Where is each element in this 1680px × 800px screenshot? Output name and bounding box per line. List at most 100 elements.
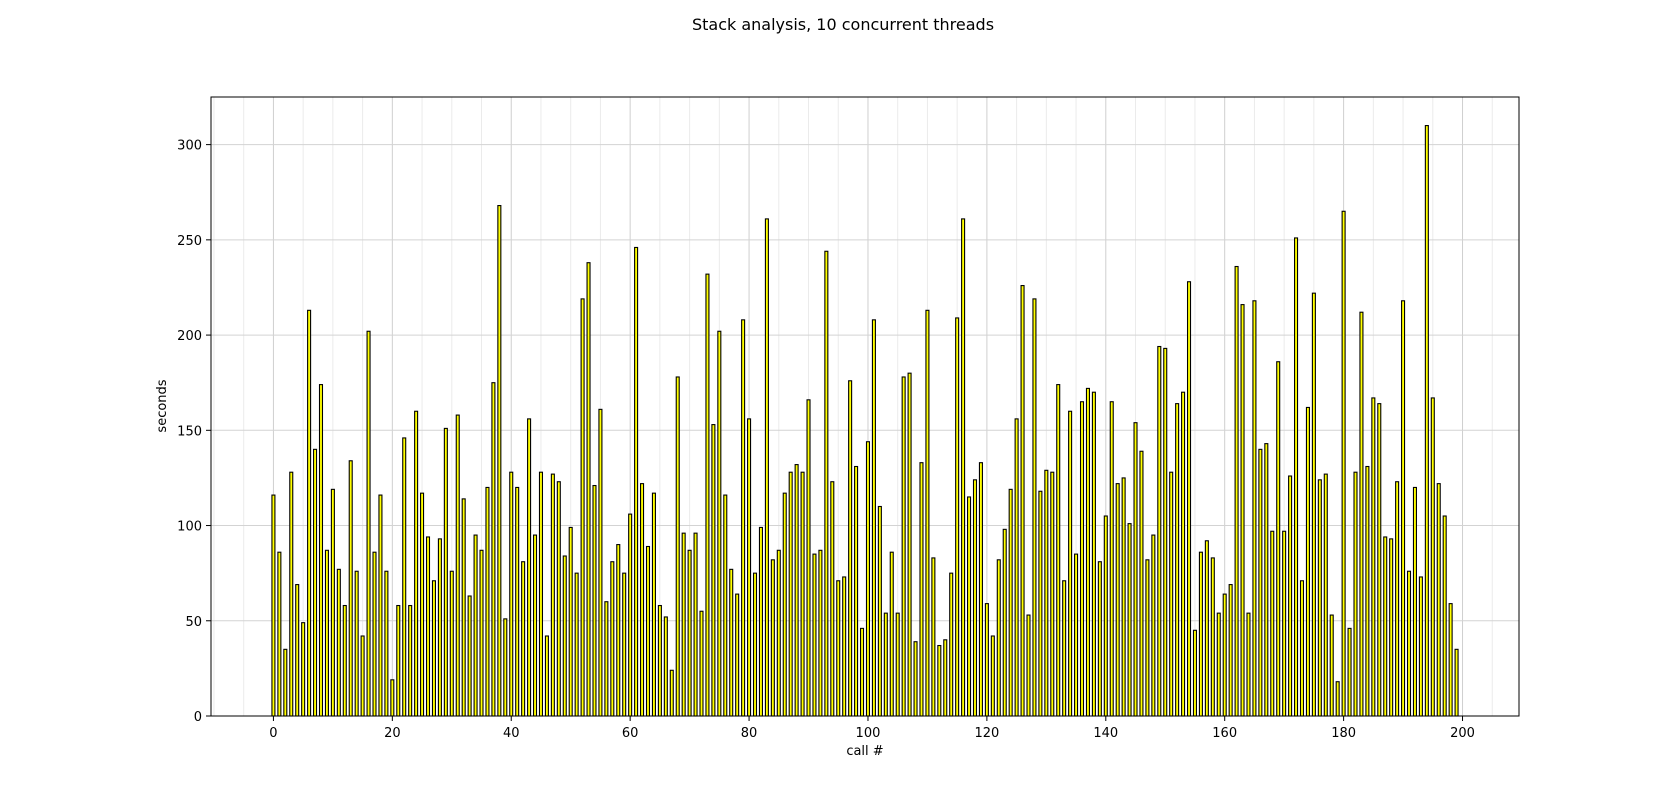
bar xyxy=(1204,540,1209,717)
bar xyxy=(497,205,502,717)
bar xyxy=(1079,401,1085,717)
bar xyxy=(378,494,383,717)
bar xyxy=(342,604,347,717)
bar xyxy=(277,551,282,717)
bar xyxy=(663,616,668,717)
bar xyxy=(1020,285,1025,717)
bar xyxy=(580,298,585,717)
bar xyxy=(1068,410,1073,717)
bar xyxy=(313,448,318,717)
bar xyxy=(402,437,407,717)
bar xyxy=(1198,551,1203,717)
bar xyxy=(473,534,478,717)
bar xyxy=(865,441,871,717)
x-tick-label: 0 xyxy=(269,726,277,741)
bar xyxy=(723,494,728,717)
bar xyxy=(854,465,859,717)
bar xyxy=(1323,473,1328,717)
bar xyxy=(521,561,526,717)
bar xyxy=(1002,528,1007,717)
bar xyxy=(1175,403,1180,717)
x-tick-label: 200 xyxy=(1450,726,1475,741)
x-tick-label: 120 xyxy=(974,726,999,741)
bar xyxy=(848,380,853,717)
bar xyxy=(1258,448,1263,717)
bar xyxy=(913,641,918,717)
bar xyxy=(949,572,954,717)
bar xyxy=(1288,475,1293,717)
bar xyxy=(1341,210,1346,717)
bar xyxy=(937,644,942,717)
x-axis-ticks: 0 20 40 60 80 100 120 140 160 180 200 xyxy=(269,716,1475,741)
x-tick-label: 20 xyxy=(384,726,401,741)
bar xyxy=(1056,384,1061,717)
bar xyxy=(812,553,817,717)
bar xyxy=(1240,304,1245,717)
bar xyxy=(1097,561,1102,717)
bar xyxy=(467,595,472,717)
bar xyxy=(509,471,514,717)
bar xyxy=(384,570,389,717)
bar xyxy=(1246,612,1251,717)
bar xyxy=(1371,397,1376,717)
bar xyxy=(967,496,972,717)
bar xyxy=(1282,530,1287,717)
bar xyxy=(1401,300,1406,717)
bar xyxy=(443,427,448,717)
bar xyxy=(420,492,425,717)
bar xyxy=(758,526,763,717)
bar xyxy=(544,635,549,717)
bar xyxy=(461,498,466,717)
bar xyxy=(550,473,555,717)
bar xyxy=(770,559,775,717)
bar xyxy=(616,544,621,717)
bar xyxy=(1305,406,1310,717)
bar xyxy=(622,572,627,717)
y-tick-label: 0 xyxy=(194,710,202,725)
bar xyxy=(871,319,876,717)
x-tick-label: 80 xyxy=(741,726,758,741)
bar xyxy=(1085,387,1090,717)
bar xyxy=(961,218,966,717)
bar xyxy=(1395,481,1400,717)
bar xyxy=(1050,471,1055,717)
bar xyxy=(1377,403,1382,717)
bar xyxy=(1389,538,1394,717)
bar xyxy=(687,549,692,717)
bar xyxy=(1329,614,1334,717)
bar xyxy=(431,580,436,717)
bar xyxy=(366,330,371,717)
x-tick-label: 40 xyxy=(503,726,520,741)
bar xyxy=(271,494,276,717)
bar xyxy=(681,532,686,717)
bar xyxy=(610,561,615,717)
bar xyxy=(776,549,781,717)
bar xyxy=(307,309,312,717)
chart-title: Stack analysis, 10 concurrent threads xyxy=(692,15,994,34)
bar xyxy=(634,246,639,717)
bar xyxy=(824,250,829,717)
bar xyxy=(818,549,823,717)
bar xyxy=(628,513,633,717)
bar xyxy=(1210,557,1215,717)
bar xyxy=(984,603,989,717)
y-tick-label: 50 xyxy=(185,615,202,630)
bar xyxy=(1181,391,1186,717)
bar xyxy=(586,262,591,717)
bar xyxy=(645,545,651,717)
bar xyxy=(515,486,520,717)
bar xyxy=(1406,570,1412,717)
bar xyxy=(1448,603,1453,717)
bar xyxy=(324,549,329,717)
bar xyxy=(1383,536,1388,717)
bar xyxy=(907,372,912,717)
bars xyxy=(271,125,1459,717)
bar xyxy=(764,218,769,717)
bar xyxy=(717,330,722,717)
bar xyxy=(1454,648,1459,717)
bar xyxy=(741,319,746,717)
bar xyxy=(556,481,561,717)
bar xyxy=(1347,627,1352,717)
bar xyxy=(675,376,680,717)
bar xyxy=(699,610,704,717)
